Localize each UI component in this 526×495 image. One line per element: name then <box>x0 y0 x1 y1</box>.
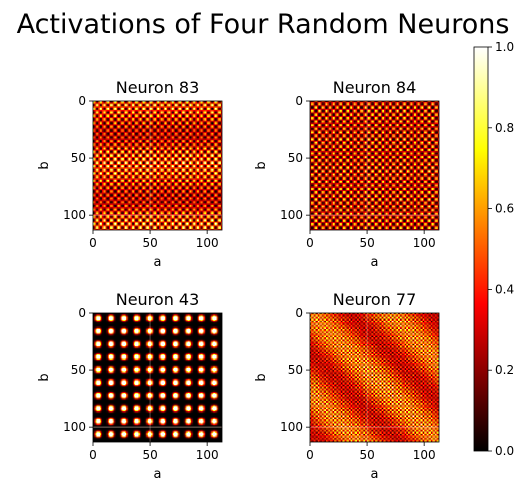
x-tick-label: 100 <box>196 236 219 250</box>
y-tick-label: 50 <box>71 151 86 165</box>
colorbar-tick-label: 0.0 <box>495 444 514 458</box>
heatmap-image <box>93 313 222 442</box>
y-axis-label: b <box>254 161 269 169</box>
y-axis-label: b <box>37 373 52 381</box>
y-axis-label: b <box>254 373 269 381</box>
x-axis-label: a <box>154 467 162 482</box>
y-tick-label: 50 <box>71 363 86 377</box>
figure-title: Activations of Four Random Neurons <box>17 9 510 40</box>
y-tick-label: 100 <box>63 208 86 222</box>
colorbar-tick-label: 0.2 <box>495 363 514 377</box>
panel-title: Neuron 43 <box>116 290 200 309</box>
x-axis-label: a <box>154 255 162 270</box>
y-tick-label: 100 <box>280 420 303 434</box>
colorbar: 0.0 0.2 0.4 0.6 0.8 1.0 <box>474 40 514 458</box>
y-tick-label: 0 <box>78 306 86 320</box>
y-tick-label: 0 <box>78 94 86 108</box>
x-axis-label: a <box>371 255 379 270</box>
x-tick-label: 0 <box>306 448 314 462</box>
x-tick-label: 50 <box>142 448 157 462</box>
panel-title: Neuron 77 <box>333 290 417 309</box>
x-tick-label: 100 <box>413 236 436 250</box>
x-tick-label: 50 <box>359 236 374 250</box>
panel-title: Neuron 83 <box>116 78 200 97</box>
colorbar-tick-label: 0.8 <box>495 121 514 135</box>
x-tick-label: 0 <box>306 236 314 250</box>
x-tick-label: 50 <box>142 236 157 250</box>
y-tick-label: 100 <box>280 208 303 222</box>
x-tick-label: 100 <box>196 448 219 462</box>
y-tick-label: 0 <box>295 94 303 108</box>
x-tick-label: 0 <box>89 448 97 462</box>
x-tick-label: 50 <box>359 448 374 462</box>
y-axis-label: b <box>37 161 52 169</box>
x-tick-label: 100 <box>413 448 436 462</box>
y-tick-label: 100 <box>63 420 86 434</box>
x-tick-label: 0 <box>89 236 97 250</box>
y-tick-label: 50 <box>288 151 303 165</box>
y-tick-label: 0 <box>295 306 303 320</box>
heatmap-image <box>93 101 222 230</box>
panel-title: Neuron 84 <box>333 78 417 97</box>
heatmap-image <box>310 313 439 442</box>
colorbar-fill <box>474 47 488 451</box>
colorbar-tick-label: 1.0 <box>495 40 514 54</box>
heatmap-image <box>310 101 439 230</box>
colorbar-tick-label: 0.4 <box>495 282 514 296</box>
x-axis-label: a <box>371 467 379 482</box>
y-tick-label: 50 <box>288 363 303 377</box>
colorbar-tick-label: 0.6 <box>495 202 514 216</box>
